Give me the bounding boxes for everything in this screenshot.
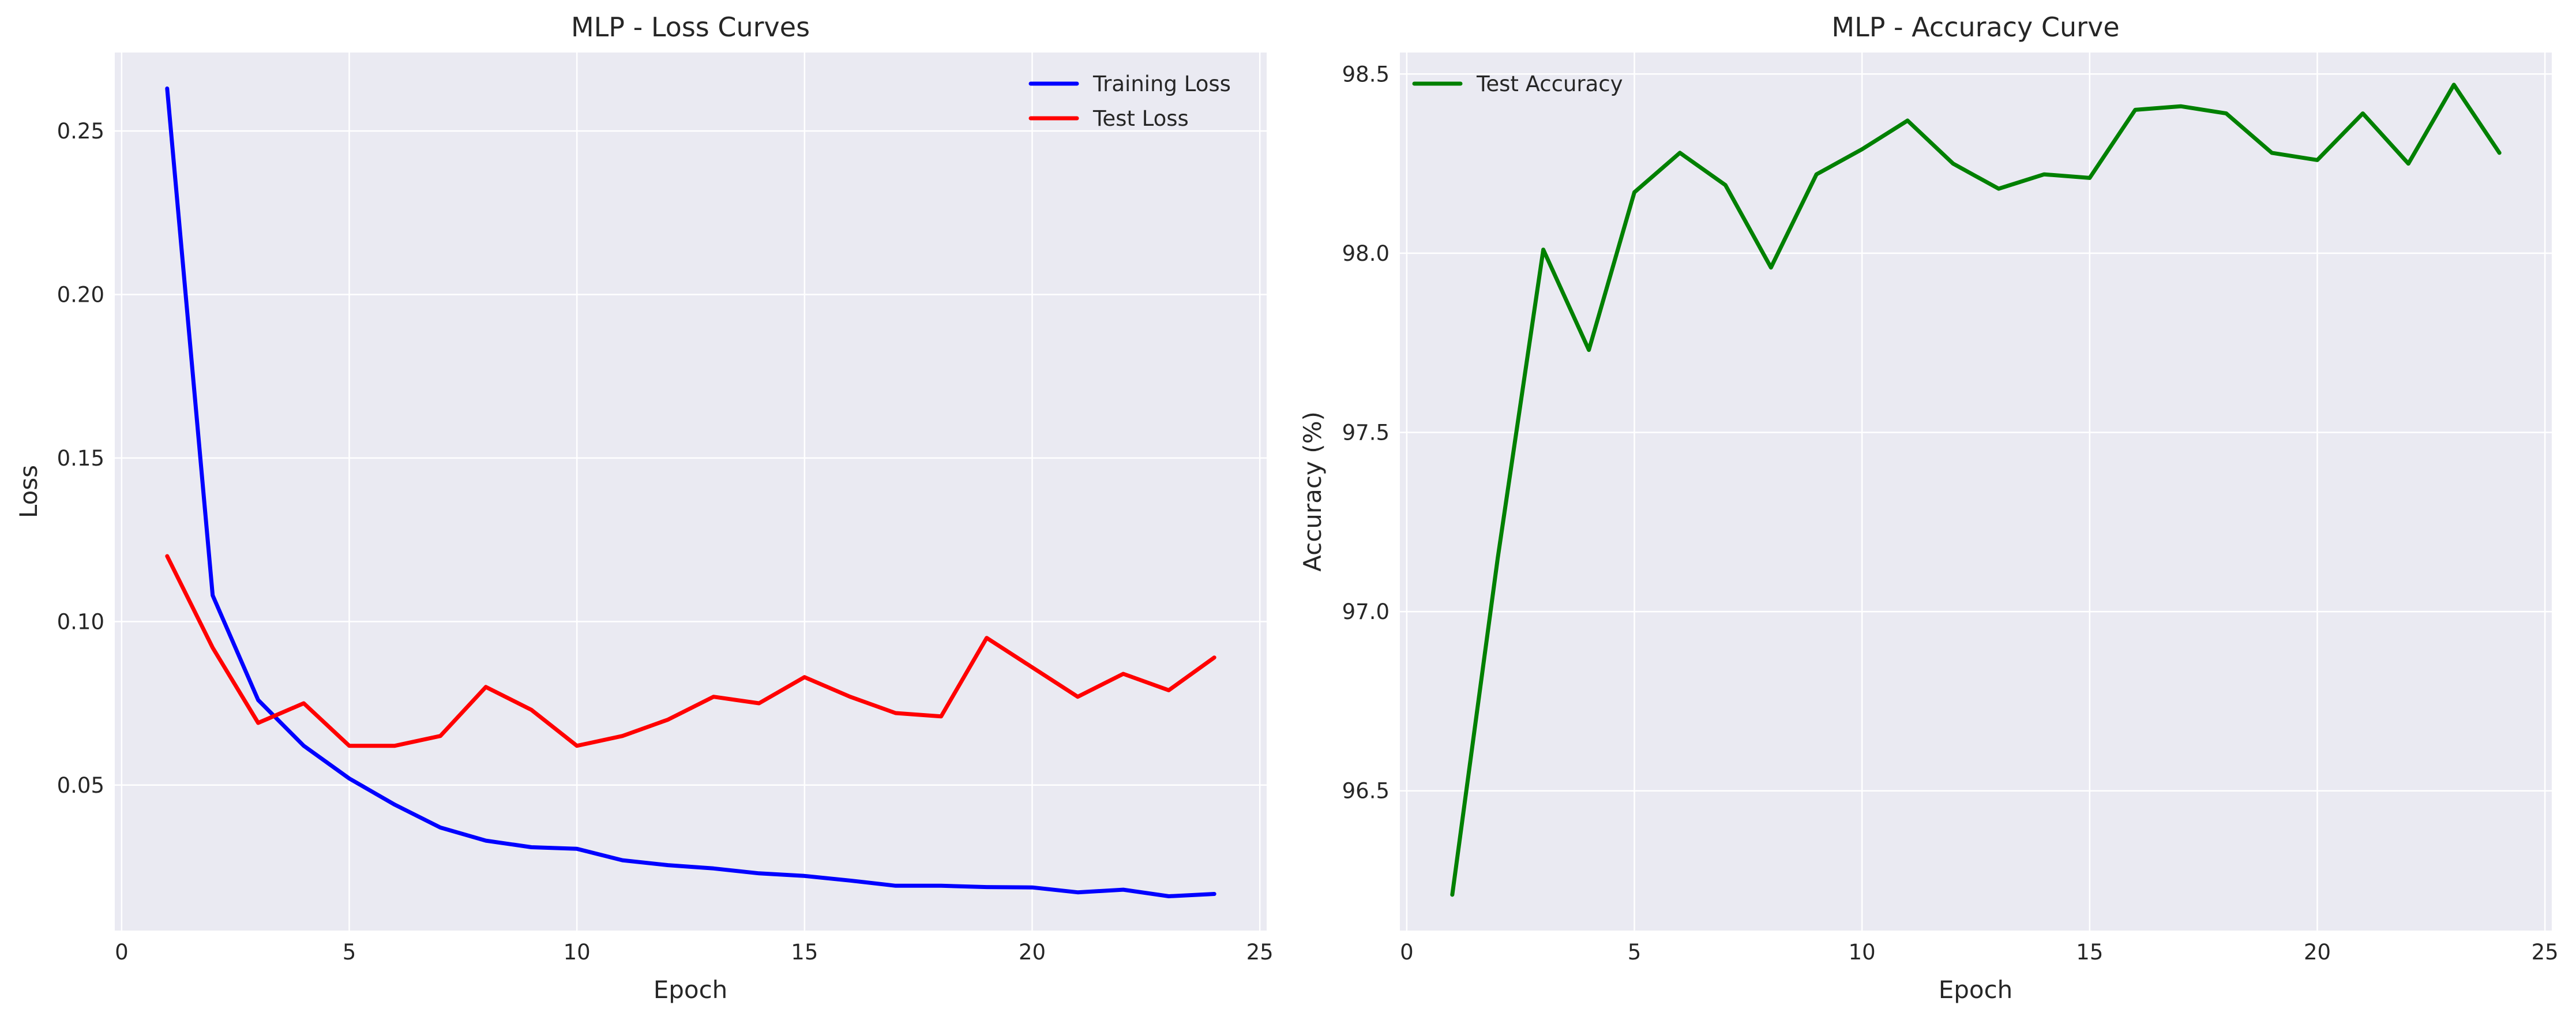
accuracy-y-tick-label: 96.5	[1342, 779, 1390, 804]
loss-series-line-0	[165, 86, 1216, 898]
accuracy-series-line-0	[1450, 82, 2502, 897]
loss-y-tick-label: 0.10	[57, 609, 104, 634]
loss-x-tick-label: 10	[564, 940, 591, 965]
loss-legend-label: Test Loss	[1092, 106, 1189, 131]
loss-y-axis-label: Loss	[14, 465, 43, 518]
loss-gridlines	[115, 52, 1267, 931]
accuracy-legend: Test Accuracy	[1412, 72, 1623, 96]
accuracy-x-tick-label: 20	[2304, 940, 2331, 965]
loss-y-tick-label: 0.05	[57, 773, 104, 798]
accuracy-x-tick-label: 5	[1628, 940, 1642, 965]
loss-y-tick-label: 0.15	[57, 446, 104, 471]
accuracy-plot-area	[1400, 52, 2552, 931]
accuracy-y-axis-label: Accuracy (%)	[1298, 411, 1327, 572]
accuracy-y-tick-label: 97.0	[1342, 599, 1390, 624]
loss-x-tick-label: 0	[115, 940, 129, 965]
loss-chart-title: MLP - Loss Curves	[571, 12, 810, 43]
accuracy-x-axis-label: Epoch	[1939, 976, 2013, 1004]
accuracy-y-tick-label: 98.5	[1342, 62, 1390, 87]
accuracy-y-tick-label: 98.0	[1342, 241, 1390, 266]
loss-series	[165, 86, 1216, 898]
loss-x-ticks: 0 5 10 15 20 25	[115, 940, 1274, 965]
loss-plot-area	[115, 52, 1267, 931]
accuracy-x-tick-label: 15	[2076, 940, 2103, 965]
accuracy-series	[1450, 82, 2502, 897]
accuracy-gridlines	[1400, 52, 2552, 931]
accuracy-x-tick-label: 10	[1849, 940, 1876, 965]
loss-series-line-1	[165, 554, 1216, 748]
loss-x-tick-label: 20	[1019, 940, 1046, 965]
accuracy-chart: 0 5 10 15 20 25 96.5 97.0 97.5 98.0 98.5 MLP - Ac…	[1298, 12, 2559, 1004]
loss-legend-label: Training Loss	[1092, 72, 1231, 96]
accuracy-x-tick-label: 0	[1400, 940, 1414, 965]
loss-chart: 0 5 10 15 20 25 0.05 0.10 0.15 0.20 0.25 MLP - Lo…	[14, 12, 1274, 1004]
accuracy-legend-label: Test Accuracy	[1476, 72, 1623, 96]
accuracy-chart-title: MLP - Accuracy Curve	[1831, 12, 2119, 43]
loss-y-ticks: 0.05 0.10 0.15 0.20 0.25	[57, 119, 104, 798]
loss-y-tick-label: 0.25	[57, 119, 104, 144]
accuracy-x-tick-label: 25	[2532, 940, 2559, 965]
accuracy-y-ticks: 96.5 97.0 97.5 98.0 98.5	[1342, 62, 1390, 803]
loss-x-tick-label: 5	[343, 940, 356, 965]
accuracy-x-ticks: 0 5 10 15 20 25	[1400, 940, 2559, 965]
loss-x-tick-label: 15	[791, 940, 818, 965]
accuracy-y-tick-label: 97.5	[1342, 420, 1390, 445]
loss-y-tick-label: 0.20	[57, 282, 104, 307]
loss-legend: Training Loss Test Loss	[1028, 72, 1231, 131]
loss-x-axis-label: Epoch	[654, 976, 728, 1004]
loss-x-tick-label: 25	[1246, 940, 1274, 965]
